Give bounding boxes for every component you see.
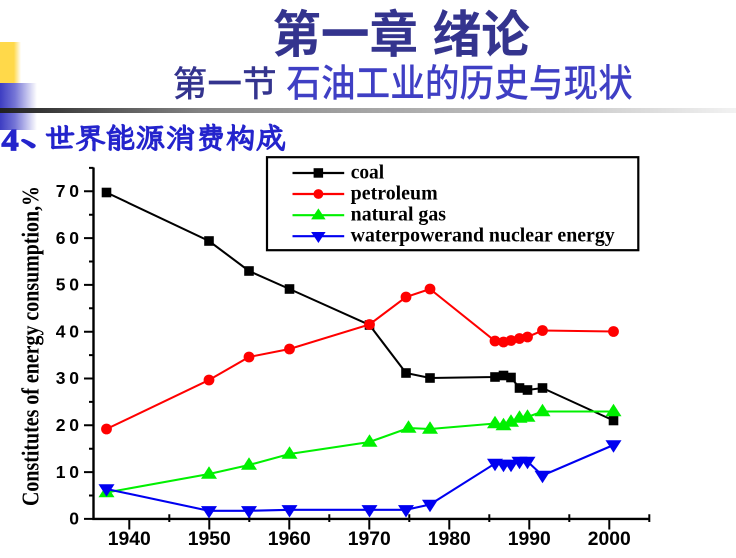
svg-text:Constitutes of energy consumpt: Constitutes of energy consumption,%: [16, 186, 44, 506]
svg-text:2000: 2000: [588, 529, 631, 550]
svg-text:waterpowerand nuclear energy: waterpowerand nuclear energy: [351, 226, 615, 247]
svg-text:60: 60: [56, 228, 79, 248]
svg-text:10: 10: [56, 462, 79, 482]
svg-text:40: 40: [56, 321, 79, 341]
svg-text:natural gas: natural gas: [351, 205, 447, 226]
svg-text:1970: 1970: [348, 529, 391, 550]
svg-text:1960: 1960: [268, 529, 311, 550]
svg-text:1980: 1980: [428, 529, 471, 550]
svg-text:petroleum: petroleum: [351, 183, 438, 204]
svg-text:1940: 1940: [108, 529, 151, 550]
svg-text:1990: 1990: [508, 529, 551, 550]
svg-text:0: 0: [69, 509, 79, 529]
svg-text:50: 50: [56, 275, 79, 295]
svg-text:1950: 1950: [188, 529, 231, 550]
svg-text:30: 30: [56, 368, 79, 388]
svg-text:20: 20: [56, 415, 79, 435]
svg-text:70: 70: [56, 181, 79, 201]
svg-text:coal: coal: [351, 162, 385, 183]
